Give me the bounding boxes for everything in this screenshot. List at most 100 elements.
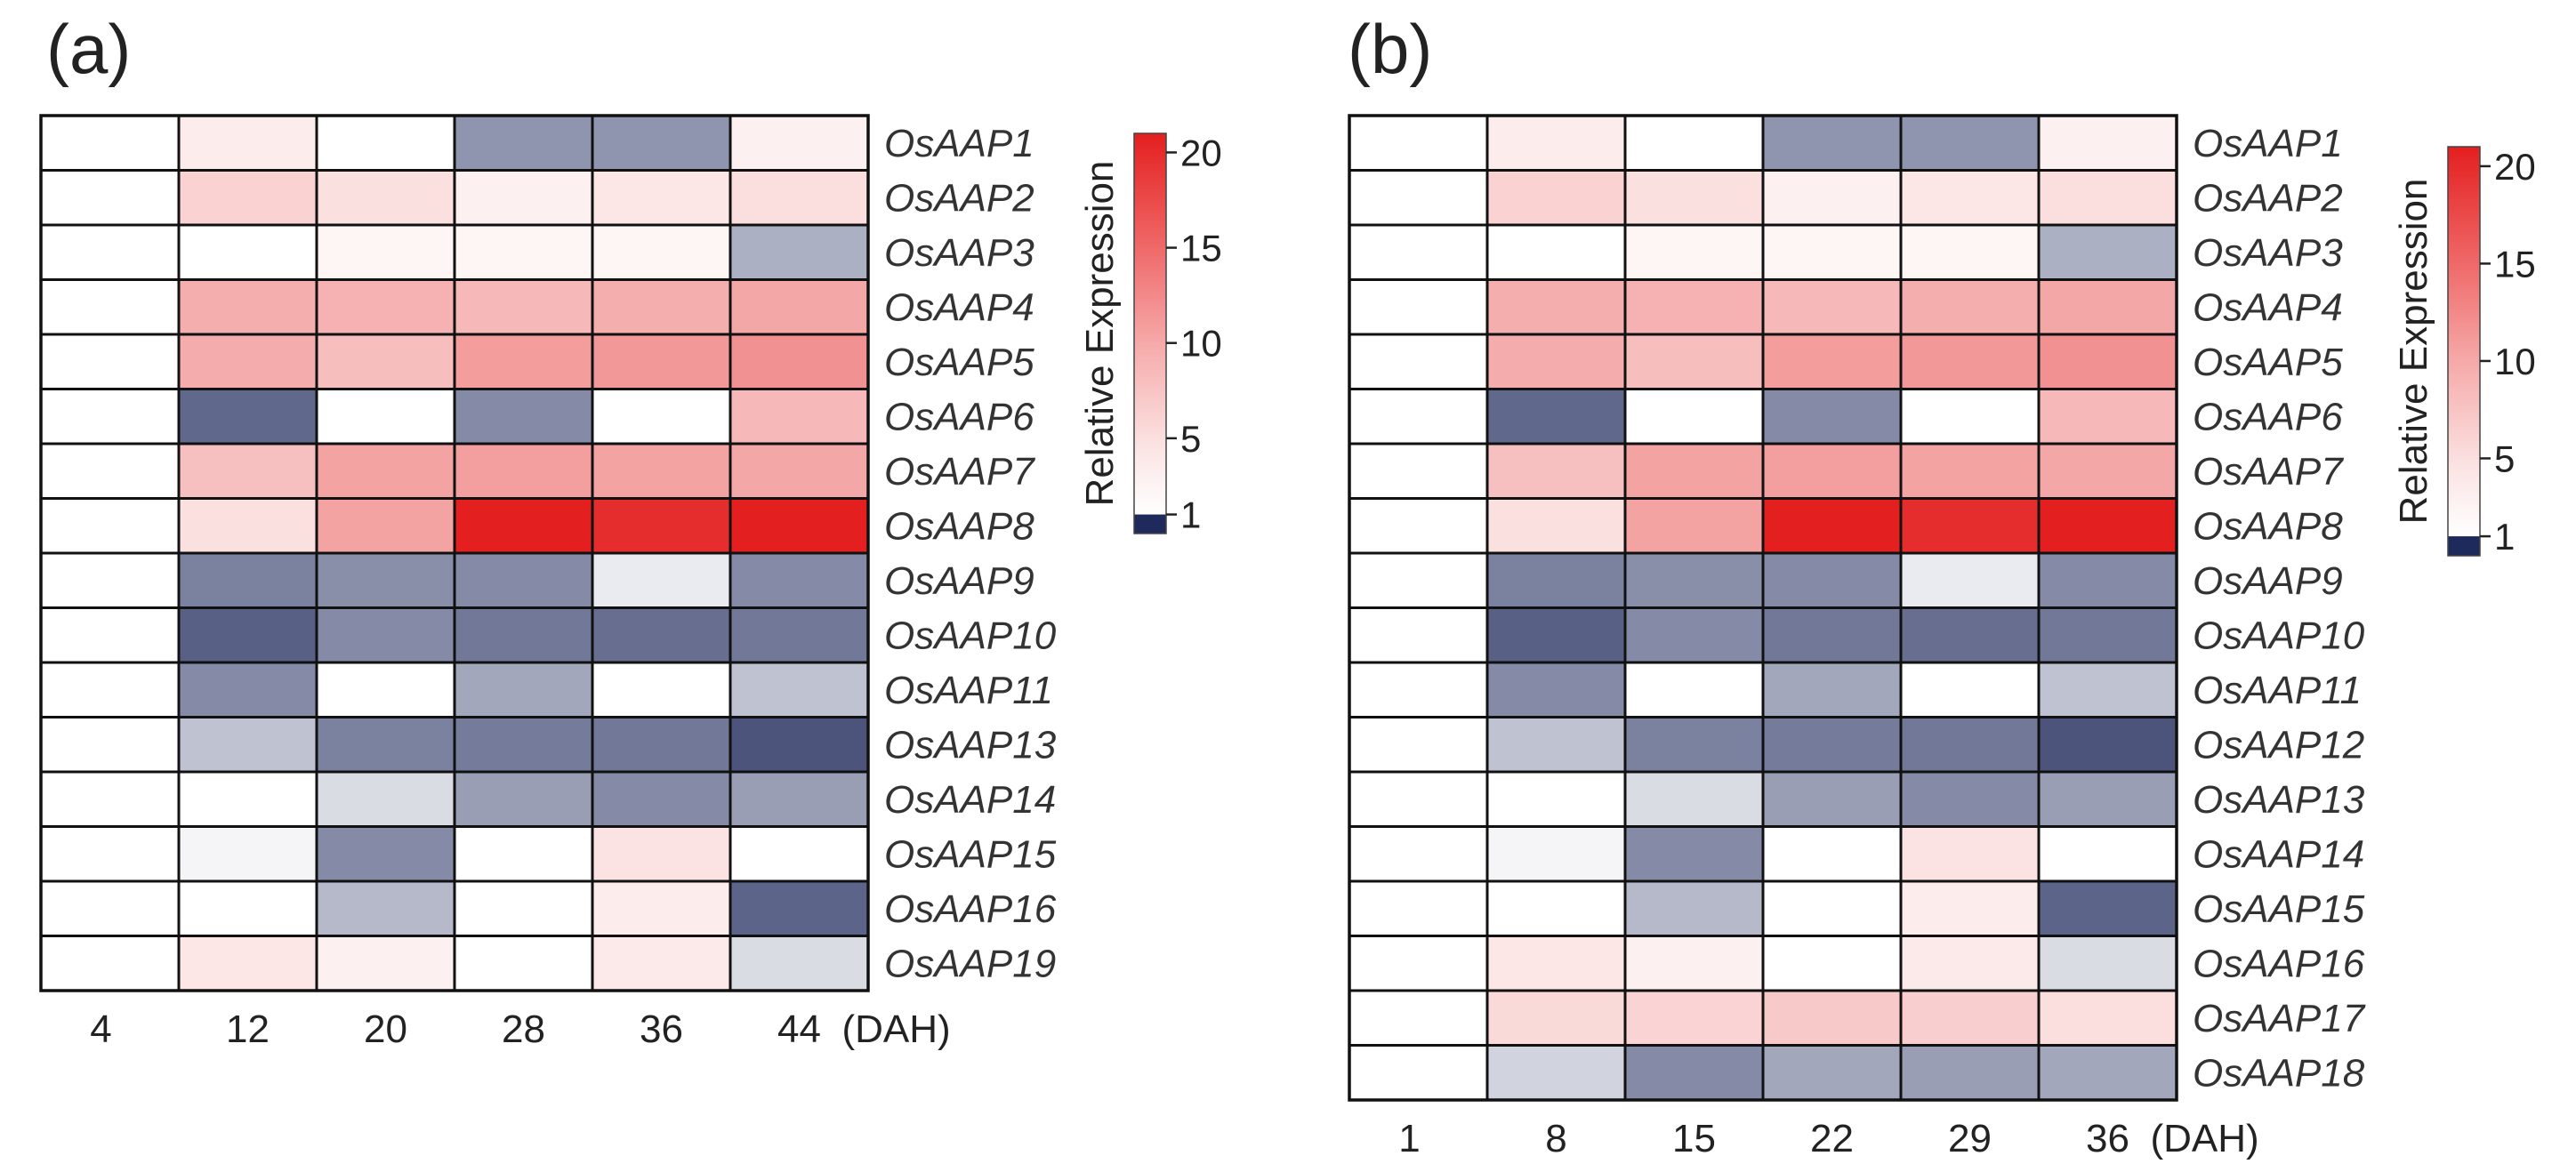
- panel-a: (a) OsAAP1 OsAAP2 OsAAP3 OsAAP4 OsAAP5 OsAAP6 O…: [39, 10, 1222, 1051]
- x-tick-label: 12: [226, 1007, 270, 1051]
- heatmap-cell: [1899, 825, 2041, 883]
- heatmap-cell: [39, 661, 181, 718]
- x-tick-label: 15: [1672, 1117, 1716, 1160]
- heatmap-cell: [1485, 114, 1627, 172]
- heatmap-cell: [729, 497, 870, 555]
- heatmap-cell: [729, 278, 870, 336]
- heatmap-cell: [39, 333, 181, 390]
- heatmap-cell: [453, 879, 594, 937]
- heatmap-cell: [591, 879, 732, 937]
- heatmap-cell: [315, 114, 456, 172]
- heatmap-cell: [1485, 169, 1627, 227]
- colorbar-tick-label: 1: [2494, 516, 2515, 558]
- heatmap-cell: [591, 825, 732, 883]
- row-label: OsAAP18: [2193, 1051, 2365, 1095]
- heatmap-cell: [1485, 825, 1627, 883]
- heatmap-cell: [315, 278, 456, 336]
- heatmap-cell: [591, 442, 732, 500]
- heatmap-cell: [729, 114, 870, 172]
- heatmap-cell: [1623, 825, 1765, 883]
- row-label: OsAAP10: [2193, 614, 2365, 657]
- heatmap-cell: [1348, 497, 1489, 555]
- heatmap-cell: [591, 551, 732, 609]
- heatmap-cell: [177, 551, 318, 609]
- row-label: OsAAP13: [2193, 778, 2365, 822]
- heatmap-cell: [1623, 879, 1765, 937]
- heatmap-cell: [39, 114, 181, 172]
- row-label: OsAAP5: [884, 341, 1034, 384]
- heatmap-cell: [729, 716, 870, 774]
- row-label: OsAAP13: [884, 723, 1057, 767]
- heatmap-cell: [453, 223, 594, 281]
- heatmap-cell: [729, 935, 870, 992]
- heatmap-cell: [1485, 223, 1627, 281]
- colorbar-tick-label: 20: [2494, 146, 2536, 188]
- heatmap-cell: [39, 770, 181, 828]
- heatmap-cell: [1348, 935, 1489, 992]
- heatmap-cell: [2037, 169, 2178, 227]
- heatmap-cell: [591, 661, 732, 718]
- heatmap-cell: [591, 223, 732, 281]
- heatmap-cell: [1761, 442, 1903, 500]
- heatmap-cell: [39, 825, 181, 883]
- heatmap-cell: [315, 333, 456, 390]
- heatmap-cell: [729, 606, 870, 664]
- heatmap-cell: [315, 825, 456, 883]
- heatmap-cell: [591, 388, 732, 446]
- heatmap-cell: [2037, 935, 2178, 992]
- heatmap-cell: [1348, 661, 1489, 718]
- x-tick-label: 28: [502, 1007, 545, 1051]
- row-label: OsAAP11: [2193, 669, 2362, 712]
- heatmap-cell: [1899, 551, 2041, 609]
- colorbar-tick-label: 20: [1180, 132, 1222, 173]
- heatmap-cell: [1623, 661, 1765, 718]
- heatmap-cell: [729, 388, 870, 446]
- x-tick-label: 29: [1948, 1117, 1992, 1160]
- heatmap-cell: [1623, 333, 1765, 390]
- heatmap-cell: [2037, 223, 2178, 281]
- colorbar-tick-label: 5: [2494, 438, 2515, 479]
- heatmap-cell: [177, 388, 318, 446]
- heatmap-cell: [1899, 661, 2041, 718]
- heatmap-cell: [2037, 442, 2178, 500]
- heatmap-cell: [591, 770, 732, 828]
- heatmap-cell: [1761, 879, 1903, 937]
- row-label: OsAAP3: [884, 231, 1034, 275]
- heatmap-cell: [315, 935, 456, 992]
- heatmap-cell: [39, 278, 181, 336]
- heatmap-cell: [1899, 333, 2041, 390]
- heatmap-cell: [1761, 825, 1903, 883]
- heatmap-cell: [1761, 223, 1903, 281]
- row-label: OsAAP8: [884, 504, 1034, 548]
- heatmap-cell: [39, 879, 181, 937]
- row-label: OsAAP14: [2193, 832, 2364, 876]
- heatmap-cell: [2037, 1044, 2178, 1102]
- heatmap-cell: [1623, 1044, 1765, 1102]
- heatmap-cell: [1485, 388, 1627, 446]
- colorbar-gradient: [1134, 133, 1166, 515]
- row-label: OsAAP16: [2193, 942, 2365, 985]
- heatmap-cell: [1899, 606, 2041, 664]
- heatmap-cell: [453, 278, 594, 336]
- heatmap-cell: [315, 551, 456, 609]
- row-label: OsAAP4: [884, 285, 1034, 329]
- heatmap-cell: [1899, 388, 2041, 446]
- heatmap-cell: [1623, 169, 1765, 227]
- row-label: OsAAP6: [884, 395, 1034, 438]
- heatmap-cell: [2037, 551, 2178, 609]
- row-label: OsAAP14: [884, 778, 1056, 822]
- heatmap-cell: [315, 497, 456, 555]
- heatmap-cell: [453, 606, 594, 664]
- row-label: OsAAP2: [884, 176, 1034, 220]
- heatmap-cell: [1623, 989, 1765, 1047]
- heatmap-cell: [177, 879, 318, 937]
- heatmap-cell: [1899, 935, 2041, 992]
- row-label: OsAAP16: [884, 887, 1057, 931]
- heatmap-cell: [1348, 606, 1489, 664]
- heatmap-cell: [729, 223, 870, 281]
- heatmap-cell: [2037, 333, 2178, 390]
- heatmap-cell: [1623, 770, 1765, 828]
- heatmap-cell: [1761, 551, 1903, 609]
- heatmap-border: [39, 114, 870, 992]
- heatmap-cell: [1623, 114, 1765, 172]
